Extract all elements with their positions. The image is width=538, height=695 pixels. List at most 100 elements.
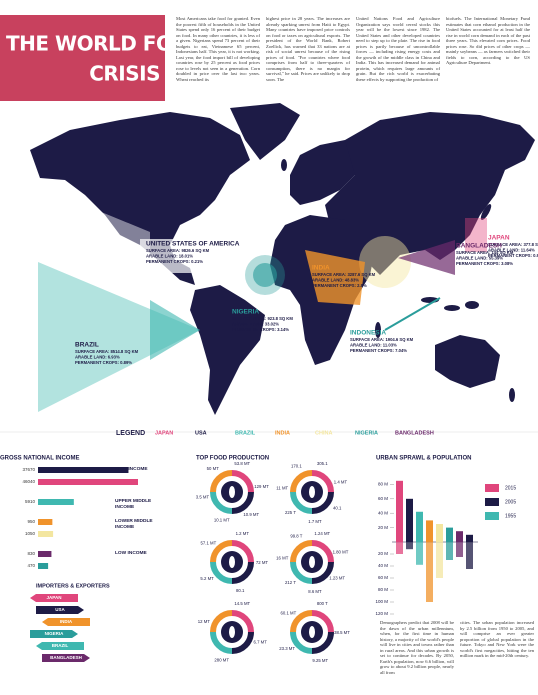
production-label: 6.7 MT xyxy=(253,639,267,644)
trade-arrow xyxy=(36,642,84,650)
production-label: 1.24 MT xyxy=(314,531,330,536)
island xyxy=(444,305,460,311)
production-label: 280 MT xyxy=(214,657,229,662)
brazil-highlight xyxy=(38,262,200,412)
country-stat: SURFACE AREA: 144 SQ KM xyxy=(456,250,514,255)
donut-segment xyxy=(311,561,334,584)
trade-arrow xyxy=(30,594,78,602)
production-label: 305.1 xyxy=(317,461,328,466)
production-label: 57.1 MT xyxy=(200,541,216,546)
income-value: 5910 xyxy=(25,499,36,504)
section-title: GROSS NATIONAL INCOME xyxy=(0,456,79,462)
country-stat: PERMANENT CROPS: 2.8% xyxy=(312,283,367,288)
donut-segment xyxy=(210,491,233,514)
china-highlight xyxy=(359,236,411,288)
country-stat: ARABLE LAND: 11.03% xyxy=(350,343,397,348)
income-value: 37670 xyxy=(22,467,35,472)
income-bar xyxy=(38,531,54,537)
donut-segment xyxy=(290,491,313,514)
donut-segment xyxy=(210,561,233,584)
production-label: 72 MT xyxy=(256,560,269,565)
income-bar xyxy=(38,519,53,525)
rural-bar xyxy=(466,542,473,569)
income-bar xyxy=(38,563,49,569)
rural-bar xyxy=(456,542,463,557)
legend-item: NIGERIA xyxy=(355,430,378,436)
country-stat: PERMANENT CROPS: 0.9% xyxy=(488,253,538,258)
country-stat: PERMANENT CROPS: 0.89% xyxy=(75,360,132,365)
donut-segment xyxy=(231,561,254,584)
country-stat: PERMANENT CROPS: 3.14% xyxy=(232,327,289,332)
axis-label: 80 M xyxy=(378,482,388,487)
legend-swatch xyxy=(485,512,499,520)
donut-segment xyxy=(290,631,313,654)
country-name: INDONESIA xyxy=(350,330,386,337)
country-name: BANGLADESH xyxy=(456,243,502,250)
donut-segment xyxy=(311,610,334,633)
donut-segment xyxy=(210,610,233,633)
brazil-highlight xyxy=(150,300,200,360)
trade-label: USA xyxy=(55,607,65,612)
legend-item: BANGLADESH xyxy=(395,430,434,436)
country-stat: PERMANENT CROPS: 3.08% xyxy=(456,261,513,266)
legend-item: INDIA xyxy=(275,430,290,436)
donut-segment xyxy=(210,540,233,563)
indonesia-pointer xyxy=(384,297,441,331)
food-icon xyxy=(229,626,235,638)
article-column: United Nations Food and Agriculture Orga… xyxy=(356,16,440,82)
country-stat: SURFACE AREA: 3287.6 SQ KM xyxy=(312,272,376,277)
income-label: LOW INCOME xyxy=(115,551,147,556)
urban-bar xyxy=(436,524,443,542)
urban-text: cities. The urban population increased b… xyxy=(460,620,534,658)
legend-item: JAPAN xyxy=(155,430,173,436)
country-stat: PERMANENT CROPS: 0.21% xyxy=(146,259,203,264)
legend-item: BRAZIL xyxy=(235,430,256,436)
food-icon xyxy=(309,486,315,498)
income-value: 46040 xyxy=(22,479,35,484)
production-label: 1.4 MT xyxy=(334,480,348,485)
legend-year: 1955 xyxy=(505,513,516,519)
trade-arrow xyxy=(42,618,90,626)
donut-segment xyxy=(290,610,313,633)
country-stat: SURFACE AREA: 1904.6 SQ KM xyxy=(350,337,414,342)
donut-segment xyxy=(311,631,334,654)
food-icon xyxy=(309,556,315,568)
income-value: 470 xyxy=(27,563,35,568)
donut-segment xyxy=(290,540,313,563)
production-label: 129 MT xyxy=(254,484,269,489)
income-label: UPPER MIDDLE INCOME xyxy=(115,499,152,510)
production-label: 23.3 MT xyxy=(279,646,295,651)
trade-label: BANGLADESH xyxy=(50,655,82,660)
production-label: 50 MT xyxy=(207,466,220,471)
production-label: 53.8 MT xyxy=(234,461,250,466)
article-column: Most Americans take food for granted. Ev… xyxy=(176,16,260,82)
trade-label: BRAZIL xyxy=(52,643,69,648)
legend-year: 2005 xyxy=(505,499,516,505)
article-column: biofuels. The International Monetary Fun… xyxy=(446,16,530,65)
country-stat: PERMANENT CROPS: 7.04% xyxy=(350,348,407,353)
axis-label: 60 M xyxy=(378,575,388,580)
production-label: 99.8 T xyxy=(290,534,302,539)
donut-segment xyxy=(231,491,254,514)
income-bar xyxy=(38,551,52,557)
production-label: 10.9 MT xyxy=(243,512,259,517)
production-label: 1.80 MT xyxy=(333,550,349,555)
rural-bar xyxy=(406,542,413,550)
legend-item: USA xyxy=(195,430,207,436)
donut-segment xyxy=(311,491,334,514)
axis-label: 120 M xyxy=(375,611,388,616)
bangladesh-highlight xyxy=(398,240,455,275)
donut-segment xyxy=(311,540,334,563)
north-america xyxy=(30,112,250,285)
income-label: HIGH INCOME xyxy=(115,467,148,472)
title: CRISIS xyxy=(89,62,160,86)
axis-label: 40 M xyxy=(378,563,388,568)
axis-label: 80 M xyxy=(378,587,388,592)
country-stat: ARABLE LAND: 33.02% xyxy=(232,322,279,327)
production-label: 9.25 MT xyxy=(312,658,328,663)
island xyxy=(465,301,479,309)
trade-label: NIGERIA xyxy=(45,631,65,636)
donut-segment xyxy=(231,610,254,633)
